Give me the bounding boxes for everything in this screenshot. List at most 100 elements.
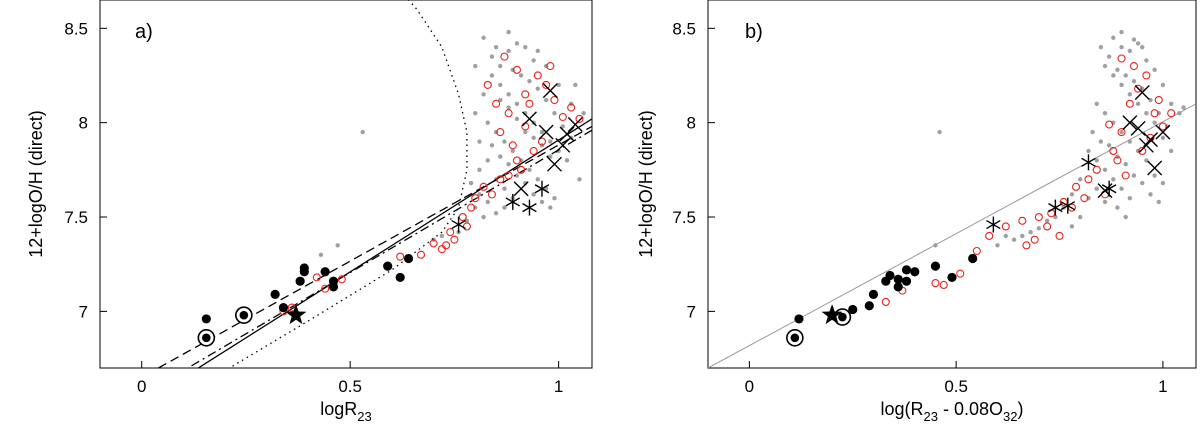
grey-dot-point — [1098, 139, 1104, 144]
grey-dot-point — [498, 97, 503, 103]
filled-circle-point — [868, 289, 879, 299]
red-circle-point — [1092, 165, 1101, 174]
grey-dot-point — [493, 211, 499, 216]
red-circle-point — [533, 71, 542, 80]
grey-dot-point — [543, 97, 549, 103]
filled-circle-point — [403, 253, 414, 264]
red-circle-point — [1055, 231, 1064, 240]
red-circle-point — [972, 246, 981, 256]
grey-dot-point — [477, 139, 482, 144]
fit-line-solid — [197, 118, 592, 368]
filled-circle-point — [885, 270, 895, 281]
grey-dot-point — [1168, 101, 1174, 106]
grey-dot-point — [481, 92, 486, 97]
grey-dot-point — [1156, 199, 1161, 205]
grey-dot-point — [1140, 44, 1145, 50]
red-circle-point — [1117, 128, 1126, 137]
red-circle-point — [1117, 54, 1126, 63]
cross-point — [1097, 183, 1113, 199]
red-circle-point — [504, 109, 513, 118]
grey-dot-point — [1102, 111, 1108, 116]
red-circle-point — [521, 90, 530, 99]
filled-circle-point — [968, 253, 978, 264]
red-circle-point — [396, 252, 405, 261]
fit-line-solid-grey — [708, 103, 1196, 368]
red-circle-point — [881, 297, 890, 306]
cross-point — [1147, 160, 1163, 176]
grey-dot-point — [1003, 233, 1008, 239]
filled-circle-point — [910, 267, 920, 277]
red-circle-point — [1080, 194, 1089, 203]
grey-dot-point — [477, 167, 482, 173]
grey-dot-point — [581, 111, 586, 116]
filled-circle-point — [295, 276, 305, 286]
grey-dot-point — [527, 167, 532, 173]
grey-dot-point — [1044, 218, 1050, 223]
grey-dot-point — [1152, 120, 1157, 125]
grey-dot-point — [1069, 192, 1075, 197]
cross-point — [538, 124, 554, 140]
grey-dot-point — [1111, 177, 1116, 182]
grey-dot-point — [1119, 44, 1124, 50]
grey-dot-point — [560, 124, 566, 129]
red-circle-point — [525, 99, 534, 108]
red-circle-point — [500, 52, 509, 61]
red-circle-point — [1134, 84, 1143, 93]
red-circle-point — [550, 95, 559, 105]
grey-dot-point — [1168, 148, 1174, 154]
grey-dot-point — [489, 143, 495, 148]
grey-dot-point — [1119, 129, 1124, 135]
grey-dot-point — [318, 252, 324, 257]
grey-dot-point — [1102, 63, 1108, 69]
grey-dot-point — [523, 129, 528, 135]
grey-dot-point — [506, 29, 511, 35]
red-circle-point — [1043, 222, 1052, 231]
red-circle-point — [517, 165, 526, 174]
grey-dot-point — [1152, 173, 1157, 178]
filled-circle-point — [930, 261, 941, 271]
filled-circle-point — [893, 274, 903, 284]
red-circle-point — [504, 171, 513, 180]
grey-dot-point — [1127, 195, 1133, 201]
grey-dot-point — [489, 54, 495, 59]
filled-circle-point — [848, 304, 858, 315]
grey-dot-point — [535, 48, 540, 54]
grey-dot-point — [1123, 161, 1128, 167]
grey-dot-point — [556, 82, 561, 88]
grey-dot-point — [548, 154, 553, 159]
grey-dot-point — [1094, 186, 1099, 191]
red-circle-point — [1142, 71, 1151, 80]
grey-dot-point — [514, 173, 520, 178]
red-circle-point — [479, 182, 488, 191]
grey-dot-point — [1028, 229, 1033, 235]
grey-dot-point — [1098, 44, 1104, 50]
red-circle-point — [1109, 146, 1118, 156]
filled-circle-point — [947, 272, 957, 283]
x-tick-label-a: 0 — [137, 377, 146, 396]
y-tick-label-a: 8.5 — [64, 19, 88, 38]
filled-circle-point — [794, 314, 804, 324]
cross-point — [1155, 124, 1171, 140]
grey-dot-point — [518, 73, 524, 78]
red-circle-point — [1138, 146, 1147, 156]
grey-dot-point — [1078, 177, 1083, 182]
panel-b-frame — [707, 0, 1197, 369]
red-circle-point — [1158, 122, 1167, 131]
grey-dot-point — [1135, 101, 1141, 106]
grey-dot-point — [1160, 180, 1166, 186]
grey-dot-point — [1131, 173, 1137, 178]
red-circle-point — [512, 156, 521, 165]
grey-dot-point — [514, 41, 520, 46]
red-circle-point — [931, 279, 940, 288]
filled-circle-point — [201, 314, 211, 324]
grey-dot-point — [1160, 82, 1166, 88]
grey-dot-point — [1069, 224, 1075, 229]
red-circle-point — [542, 80, 551, 89]
asterisk-point — [451, 216, 466, 233]
grey-dot-point — [1119, 29, 1124, 35]
grey-dot-point — [1181, 105, 1186, 110]
x-tick-label-b: 0 — [745, 377, 754, 396]
grey-dot-point — [481, 35, 486, 40]
red-circle-point — [492, 99, 501, 108]
grey-dot-point — [1144, 58, 1149, 63]
